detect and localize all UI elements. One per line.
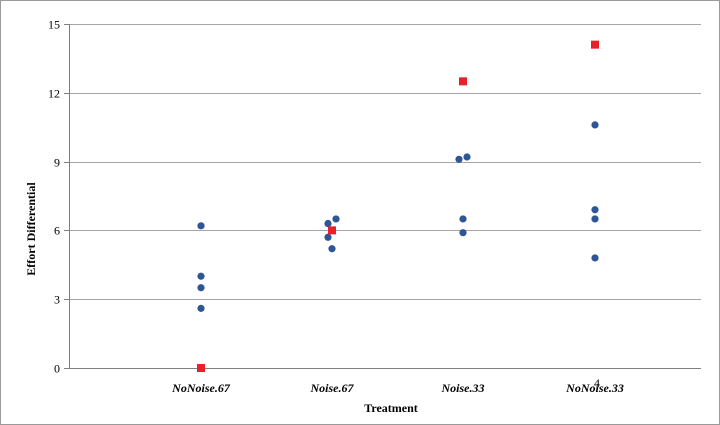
- y-axis-ticks: 0 3 6 9 12 15: [48, 18, 60, 376]
- y-tick-label: 3: [54, 293, 60, 307]
- data-point-circle: [324, 219, 332, 228]
- data-point-square: [328, 226, 336, 235]
- data-point-circle: [459, 229, 467, 237]
- y-tick-label: 12: [48, 87, 60, 101]
- data-point-circle: [197, 272, 205, 280]
- data-point-circle: [463, 153, 471, 161]
- y-tick-label: 6: [54, 224, 60, 238]
- data-point-square: [459, 77, 467, 86]
- data-point-square: [591, 40, 599, 49]
- data-point-circle: [328, 245, 336, 253]
- data-point-circle: [197, 304, 205, 312]
- data-point-circle: [591, 121, 599, 129]
- y-tick-label: 0: [54, 362, 60, 376]
- data-point-circle: [455, 155, 463, 163]
- data-point-circle: [459, 215, 467, 223]
- x-tick-label: Noise.33: [441, 381, 485, 395]
- y-tick-label: 9: [54, 156, 60, 170]
- data-point-circle: [332, 215, 340, 223]
- stray-label: 4: [594, 376, 600, 390]
- x-axis-labels: NoNoise.67 Noise.67 Noise.33 NoNoise.33: [171, 381, 624, 395]
- data-points: [197, 40, 599, 372]
- y-axis-title: Effort Differential: [24, 182, 38, 276]
- data-point-circle: [591, 206, 599, 214]
- data-point-circle: [197, 222, 205, 230]
- x-tick-label: Noise.67: [310, 381, 355, 395]
- gridlines: [64, 24, 701, 369]
- x-tick-label: NoNoise.67: [171, 381, 231, 395]
- data-point-circle: [591, 254, 599, 262]
- y-tick-label: 15: [48, 18, 60, 32]
- x-tick-label: NoNoise.33: [565, 381, 624, 395]
- data-point-circle: [197, 284, 205, 292]
- data-point-circle: [324, 233, 332, 241]
- data-point-circle: [591, 215, 599, 223]
- x-axis-title: Treatment: [364, 401, 418, 415]
- data-point-square: [197, 364, 205, 372]
